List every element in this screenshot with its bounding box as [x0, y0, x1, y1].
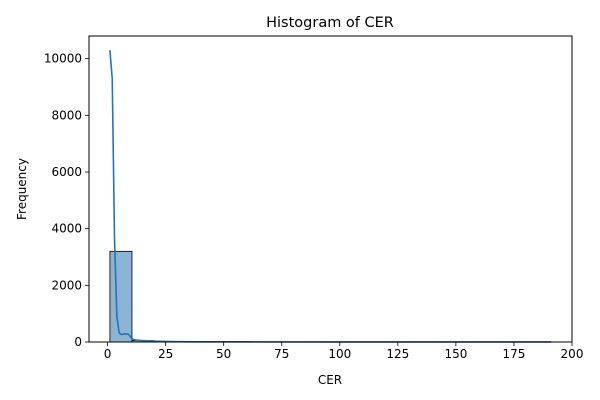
y-axis-label: Frequency: [15, 158, 29, 220]
x-tick-label: 50: [216, 347, 231, 361]
y-tick-label: 0: [74, 335, 82, 349]
plot-frame: [88, 35, 573, 343]
x-tick-label: 200: [561, 347, 584, 361]
x-tick-label: 125: [386, 347, 409, 361]
x-tick-label: 175: [502, 347, 525, 361]
y-tick-label: 10000: [44, 52, 82, 66]
kde-line: [109, 50, 552, 343]
y-tick-label: 2000: [51, 278, 82, 292]
y-tick-label: 4000: [51, 222, 82, 236]
x-axis-label: CER: [318, 373, 342, 387]
x-tick-label: 0: [104, 347, 112, 361]
x-tick-label: 75: [274, 347, 289, 361]
y-tick-label: 6000: [51, 165, 82, 179]
x-tick-label: 100: [328, 347, 351, 361]
histogram-bars: [109, 250, 552, 343]
x-tick-label: 25: [158, 347, 173, 361]
kde-layer: [109, 50, 552, 343]
histogram-bar: [109, 250, 133, 343]
x-axis-ticks: 0 25 50 75 100 125 150 175 200: [104, 342, 584, 361]
chart-title: Histogram of CER: [266, 15, 394, 31]
y-axis-ticks: 0 2000 4000 6000 8000 10000: [44, 52, 89, 349]
y-tick-label: 8000: [51, 108, 82, 122]
x-tick-label: 150: [444, 347, 467, 361]
